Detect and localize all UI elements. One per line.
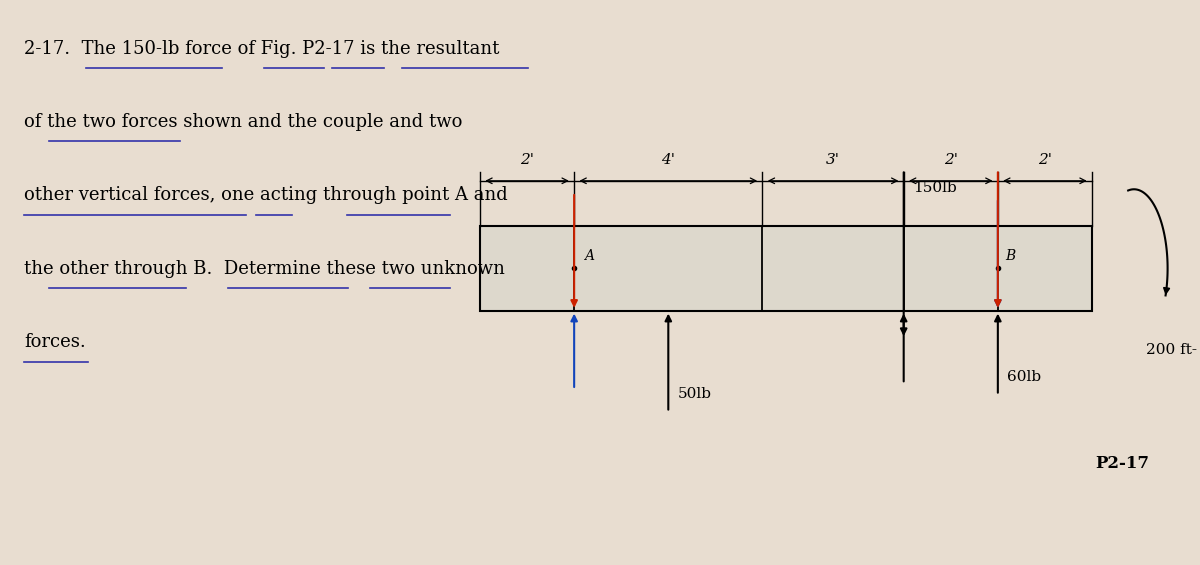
Text: 3': 3' [826,153,840,167]
Text: 200 ft-: 200 ft- [1146,344,1198,357]
Text: B: B [1006,249,1015,263]
Text: 4': 4' [661,153,676,167]
Text: other vertical forces, one acting through point A and: other vertical forces, one acting throug… [24,186,508,205]
Text: forces.: forces. [24,333,85,351]
Text: 2': 2' [1038,153,1052,167]
Text: of the two forces shown and the couple and two: of the two forces shown and the couple a… [24,113,462,131]
Text: 150lb: 150lb [913,181,958,195]
Text: 2': 2' [943,153,958,167]
Text: 60lb: 60lb [1008,370,1042,384]
Text: the other through B.  Determine these two unknown: the other through B. Determine these two… [24,260,505,278]
Text: A: A [583,249,594,263]
Text: 50lb: 50lb [678,387,712,401]
Bar [480,226,1092,311]
Text: P2-17: P2-17 [1096,455,1150,472]
Text: 2-17.  The 150-lb force of Fig. P2-17 is the resultant: 2-17. The 150-lb force of Fig. P2-17 is … [24,40,499,58]
Text: 2': 2' [520,153,534,167]
